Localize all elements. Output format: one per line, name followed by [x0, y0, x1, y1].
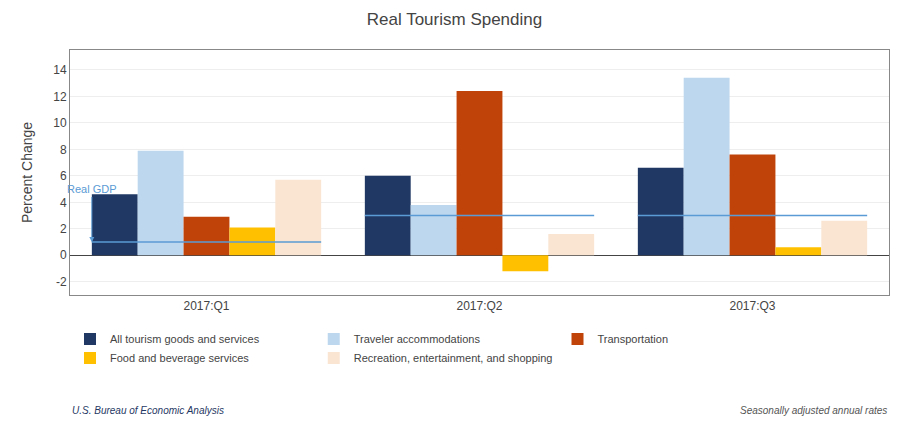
svg-text:6: 6: [60, 169, 67, 183]
svg-text:Traveler accommodations: Traveler accommodations: [354, 333, 481, 345]
svg-text:Percent Change: Percent Change: [19, 122, 35, 223]
svg-text:8: 8: [60, 143, 67, 157]
svg-text:10: 10: [53, 116, 67, 130]
svg-text:2017:Q3: 2017:Q3: [729, 299, 775, 313]
svg-text:14: 14: [53, 63, 67, 77]
svg-text:Food and beverage services: Food and beverage services: [110, 352, 249, 364]
svg-text:Seasonally adjusted annual rat: Seasonally adjusted annual rates: [740, 405, 887, 416]
svg-text:U.S. Bureau of Economic Analys: U.S. Bureau of Economic Analysis: [72, 405, 224, 416]
svg-text:2: 2: [60, 222, 67, 236]
svg-text:2017:Q2: 2017:Q2: [456, 299, 502, 313]
svg-text:Real Tourism Spending: Real Tourism Spending: [367, 10, 542, 29]
svg-text:Recreation, entertainment, and: Recreation, entertainment, and shopping: [354, 352, 553, 364]
svg-text:Real GDP: Real GDP: [67, 183, 117, 195]
svg-text:Transportation: Transportation: [598, 333, 669, 345]
svg-text:2017:Q1: 2017:Q1: [183, 299, 229, 313]
svg-text:4: 4: [60, 196, 67, 210]
svg-text:12: 12: [53, 90, 67, 104]
svg-text:0: 0: [60, 248, 67, 262]
svg-text:All tourism goods and services: All tourism goods and services: [110, 333, 260, 345]
svg-text:-2: -2: [56, 275, 67, 289]
